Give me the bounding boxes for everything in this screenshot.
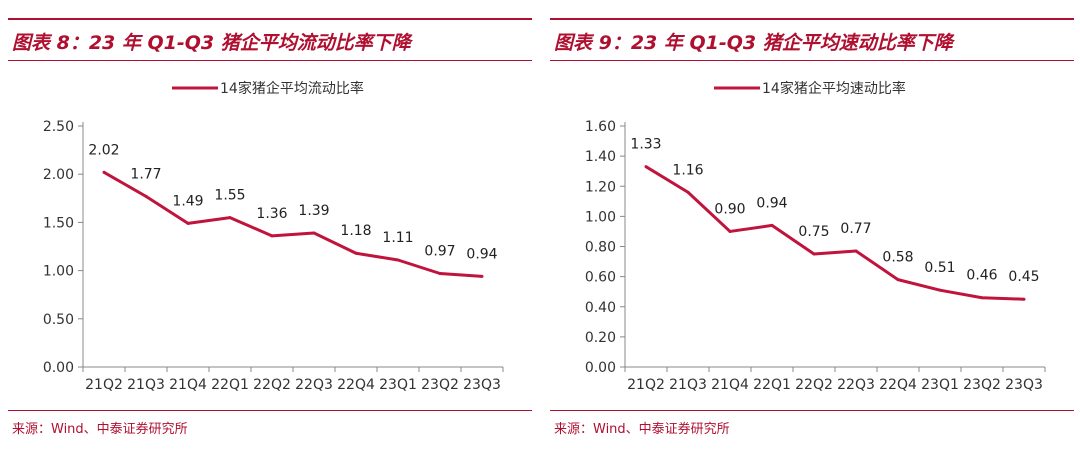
x-tick-label: 21Q2 (85, 377, 123, 393)
data-label: 1.55 (214, 188, 245, 204)
y-tick-label: 0.20 (585, 330, 616, 346)
data-label: 0.97 (424, 243, 455, 259)
legend-label: 14家猪企平均速动比率 (762, 80, 906, 97)
chart-panel-left: 图表 8：23 年 Q1-Q3 猪企平均流动比率下降 14家猪企平均流动比率 0.… (8, 0, 532, 459)
data-label: 0.45 (1008, 269, 1039, 285)
x-tick-label: 21Q2 (627, 377, 665, 393)
data-label: 0.51 (924, 260, 955, 276)
data-point (438, 271, 442, 275)
data-label: 1.36 (256, 206, 287, 222)
y-tick-label: 1.40 (585, 149, 616, 165)
data-label: 1.16 (672, 162, 703, 178)
legend: 14家猪企平均速动比率 (714, 80, 906, 97)
data-point (270, 234, 274, 238)
data-point (186, 221, 190, 225)
y-tick-label: 0.40 (585, 300, 616, 316)
data-point (812, 252, 816, 256)
panel-title: 图表 9：23 年 Q1-Q3 猪企平均速动比率下降 (554, 32, 953, 54)
data-label: 0.94 (466, 246, 497, 262)
x-tick-label: 21Q3 (127, 377, 165, 393)
x-tick-label: 22Q4 (337, 377, 375, 393)
y-tick-label: 1.50 (43, 215, 74, 231)
data-point (228, 216, 232, 220)
x-tick-label: 22Q3 (837, 377, 875, 393)
legend-label: 14家猪企平均流动比率 (220, 80, 364, 97)
data-label: 1.77 (130, 166, 161, 182)
data-point (728, 229, 732, 233)
x-tick-label: 22Q2 (253, 377, 291, 393)
panel-title: 图表 8：23 年 Q1-Q3 猪企平均流动比率下降 (12, 32, 411, 54)
data-point (354, 251, 358, 255)
data-label: 1.33 (630, 137, 661, 153)
series-line (103, 170, 483, 278)
divider (8, 410, 532, 411)
chart-panel-right: 图表 9：23 年 Q1-Q3 猪企平均速动比率下降 14家猪企平均速动比率 0.… (550, 0, 1074, 459)
data-point (1022, 297, 1026, 301)
x-tick-label: 22Q1 (753, 377, 791, 393)
data-point (396, 258, 400, 262)
data-label: 1.49 (172, 193, 203, 209)
x-tick-label: 23Q1 (921, 377, 959, 393)
data-point (480, 274, 484, 278)
data-point (980, 296, 984, 300)
title-bar: 图表 8：23 年 Q1-Q3 猪企平均流动比率下降 (8, 18, 532, 61)
legend: 14家猪企平均流动比率 (172, 80, 364, 97)
data-label: 0.46 (966, 268, 997, 284)
line-chart: 14家猪企平均速动比率 0.00 0.20 0.40 0.60 0.80 1.00 1.20 1… (585, 80, 1046, 393)
x-tick-label: 21Q3 (669, 377, 707, 393)
x-tick-label: 22Q1 (211, 377, 249, 393)
data-point (144, 194, 148, 198)
y-tick-label: 0.50 (43, 312, 74, 328)
data-point (770, 223, 774, 227)
x-tick-label: 22Q4 (879, 377, 917, 393)
x-tick-label: 23Q2 (421, 377, 459, 393)
y-tick-label: 0.60 (585, 270, 616, 286)
data-label: 0.58 (882, 250, 913, 266)
data-label: 0.75 (798, 224, 829, 240)
data-label: 1.11 (382, 230, 413, 246)
y-tick-label: 0.00 (585, 360, 616, 376)
data-label: 0.90 (714, 201, 745, 217)
x-tick-label: 22Q3 (295, 377, 333, 393)
data-label: 2.02 (88, 142, 119, 158)
x-tick-label: 21Q4 (169, 377, 207, 393)
data-label: 0.77 (840, 221, 871, 237)
x-tick-label: 23Q3 (1005, 377, 1043, 393)
data-point (686, 190, 690, 194)
data-point (312, 231, 316, 235)
divider (550, 410, 1074, 411)
y-tick-label: 1.00 (43, 264, 74, 280)
source-note: 来源：Wind、中泰证券研究所 (554, 422, 730, 437)
y-tick-label: 1.00 (585, 209, 616, 225)
x-tick-label: 23Q1 (379, 377, 417, 393)
data-label: 0.94 (756, 195, 787, 211)
x-tick-label: 23Q2 (963, 377, 1001, 393)
data-point (896, 278, 900, 282)
data-label: 1.18 (340, 223, 371, 239)
data-point (854, 249, 858, 253)
x-tick-label: 22Q2 (795, 377, 833, 393)
x-tick-label: 21Q4 (711, 377, 749, 393)
y-tick-label: 0.80 (585, 240, 616, 256)
series-line (645, 165, 1025, 301)
y-tick-label: 0.00 (43, 360, 74, 376)
data-point (938, 288, 942, 292)
y-tick-label: 2.00 (43, 167, 74, 183)
y-tick-label: 2.50 (43, 119, 74, 135)
title-bar: 图表 9：23 年 Q1-Q3 猪企平均速动比率下降 (550, 18, 1074, 61)
data-label: 1.39 (298, 203, 329, 219)
data-point (102, 170, 106, 174)
data-point (644, 165, 648, 169)
y-tick-label: 1.20 (585, 179, 616, 195)
y-tick-label: 1.60 (585, 119, 616, 135)
x-tick-label: 23Q3 (463, 377, 501, 393)
source-note: 来源：Wind、中泰证券研究所 (12, 422, 188, 437)
